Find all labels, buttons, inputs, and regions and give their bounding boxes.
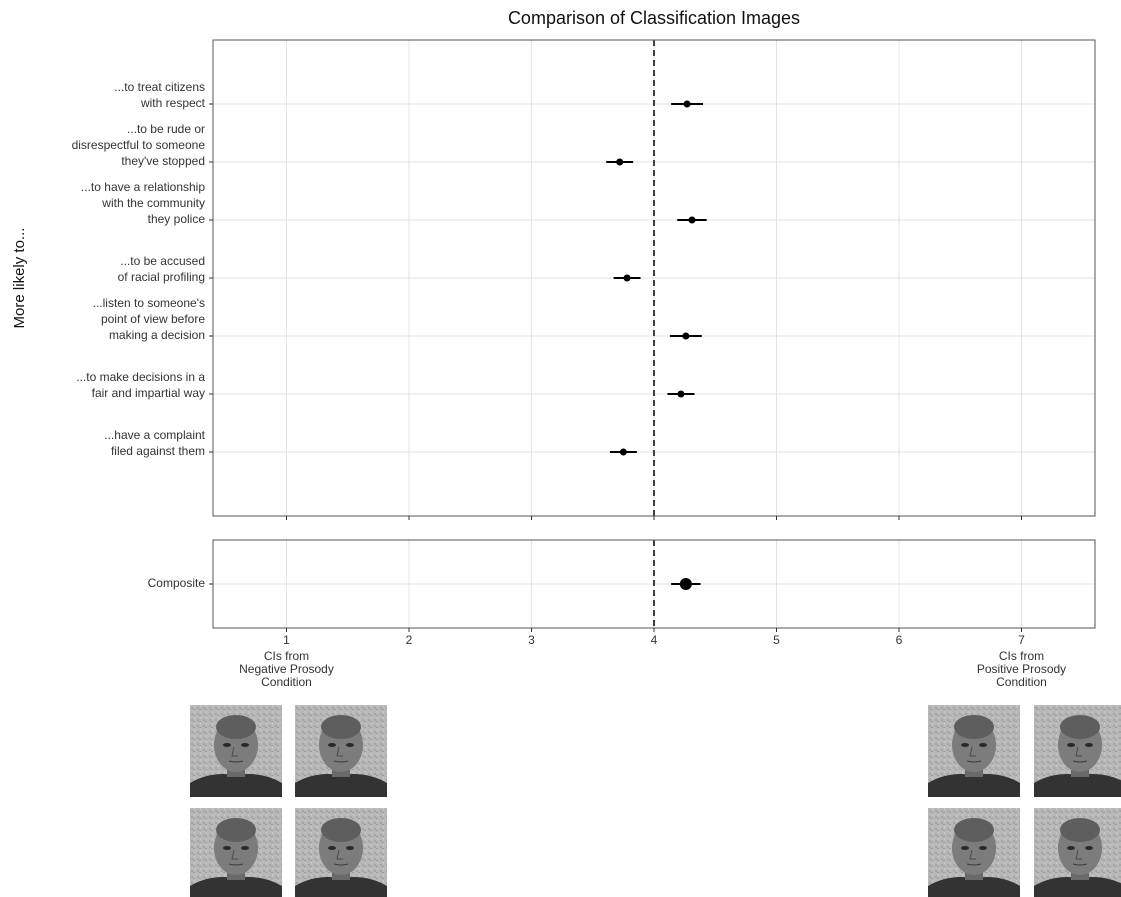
category-label: point of view before: [101, 312, 205, 326]
annotation: Condition: [996, 675, 1047, 689]
annotation: CIs from: [264, 649, 309, 663]
face-image: [295, 808, 387, 897]
category-label: ...to have a relationship: [81, 180, 205, 194]
category-label: ...listen to someone's: [93, 296, 205, 310]
category-label: filed against them: [111, 444, 205, 458]
category-label: ...to be rude or: [127, 122, 205, 136]
face-image: [190, 808, 282, 897]
dot: [688, 217, 695, 224]
dot: [684, 101, 691, 108]
annotation: Positive Prosody: [977, 662, 1066, 676]
dot: [616, 159, 623, 166]
category-label: disrespectful to someone: [72, 138, 206, 152]
face-image: [1034, 808, 1121, 897]
chart: Comparison of Classification Images More…: [0, 0, 1121, 897]
category-label: fair and impartial way: [92, 386, 205, 400]
face-image: [928, 808, 1020, 897]
face-image: [928, 705, 1020, 797]
y-axis-label: More likely to...: [11, 228, 28, 329]
x-tick-label: 2: [406, 633, 413, 647]
category-label: they've stopped: [121, 154, 205, 168]
face-image: [1034, 705, 1121, 797]
x-tick-label: 5: [773, 633, 780, 647]
category-label: with the community: [101, 196, 205, 210]
face-image: [295, 705, 387, 797]
category-label: they police: [148, 212, 206, 226]
annotation: CIs from: [999, 649, 1044, 663]
category-label: with respect: [140, 96, 206, 110]
x-tick-label: 7: [1018, 633, 1025, 647]
dot: [620, 449, 627, 456]
dot: [624, 275, 631, 282]
dot: [682, 333, 689, 340]
chart-title: Comparison of Classification Images: [508, 8, 800, 28]
category-label: Composite: [148, 576, 206, 590]
dot: [677, 391, 684, 398]
category-label: ...to be accused: [120, 254, 205, 268]
x-tick-label: 1: [283, 633, 290, 647]
face-image: [190, 705, 282, 797]
category-label: ...to make decisions in a: [76, 370, 205, 384]
category-label: making a decision: [109, 328, 205, 342]
category-label: ...to treat citizens: [114, 80, 205, 94]
x-tick-label: 6: [896, 633, 903, 647]
annotation: Negative Prosody: [239, 662, 334, 676]
category-label: of racial profiling: [118, 270, 205, 284]
x-tick-label: 4: [651, 633, 658, 647]
face-images: [190, 705, 1121, 897]
annotation: Condition: [261, 675, 312, 689]
x-tick-label: 3: [528, 633, 535, 647]
dot: [680, 578, 692, 590]
category-label: ...have a complaint: [104, 428, 205, 442]
